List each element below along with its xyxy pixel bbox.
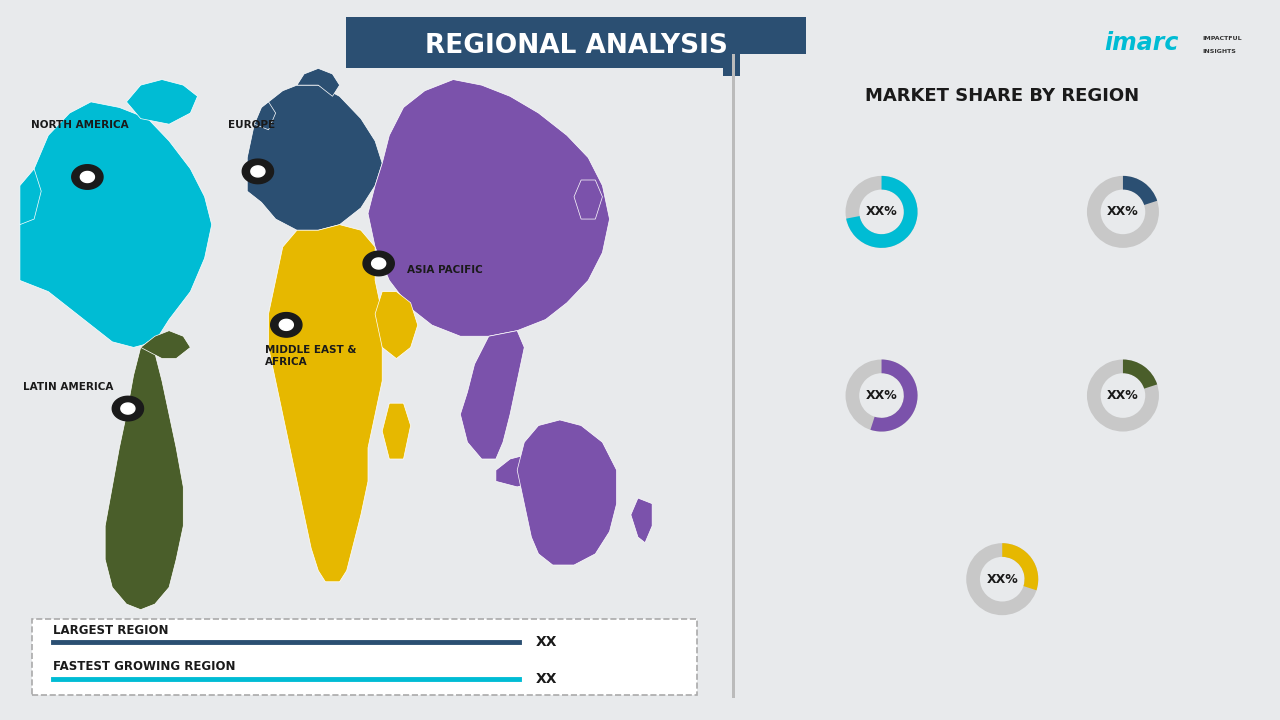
Polygon shape: [276, 330, 296, 335]
Text: REGIONAL ANALYSIS: REGIONAL ANALYSIS: [425, 33, 727, 59]
Wedge shape: [846, 359, 918, 431]
Wedge shape: [846, 176, 918, 248]
Text: EUROPE: EUROPE: [228, 120, 275, 130]
Polygon shape: [279, 320, 293, 330]
Polygon shape: [242, 159, 274, 184]
Polygon shape: [495, 454, 545, 487]
Polygon shape: [581, 459, 617, 481]
Polygon shape: [20, 102, 211, 347]
Wedge shape: [870, 359, 918, 431]
Text: XX%: XX%: [865, 205, 897, 218]
Polygon shape: [573, 180, 603, 219]
Polygon shape: [127, 79, 197, 124]
Wedge shape: [1123, 359, 1157, 389]
Polygon shape: [81, 171, 95, 182]
Text: XX%: XX%: [1107, 205, 1139, 218]
Wedge shape: [1087, 359, 1158, 431]
Polygon shape: [369, 79, 609, 336]
Polygon shape: [141, 330, 191, 359]
Polygon shape: [78, 182, 97, 186]
Wedge shape: [1002, 543, 1038, 590]
Polygon shape: [72, 165, 102, 189]
Polygon shape: [631, 498, 653, 543]
Text: XX%: XX%: [865, 389, 897, 402]
Polygon shape: [297, 68, 339, 96]
Wedge shape: [1123, 176, 1157, 205]
Text: MIDDLE EAST &
AFRICA: MIDDLE EAST & AFRICA: [265, 346, 356, 367]
Text: ASIA PACIFIC: ASIA PACIFIC: [407, 265, 483, 275]
Text: LARGEST REGION: LARGEST REGION: [52, 624, 169, 637]
Polygon shape: [539, 470, 581, 492]
Text: MARKET SHARE BY REGION: MARKET SHARE BY REGION: [865, 87, 1139, 105]
Wedge shape: [966, 543, 1038, 615]
Polygon shape: [247, 85, 383, 230]
Polygon shape: [383, 403, 411, 459]
Text: XX%: XX%: [1107, 389, 1139, 402]
Polygon shape: [255, 102, 275, 130]
Polygon shape: [461, 330, 525, 459]
Polygon shape: [119, 413, 137, 418]
Polygon shape: [270, 312, 302, 337]
Polygon shape: [364, 251, 394, 276]
Text: LATIN AMERICA: LATIN AMERICA: [23, 382, 114, 392]
Polygon shape: [248, 176, 268, 181]
FancyBboxPatch shape: [32, 619, 696, 695]
Polygon shape: [269, 225, 383, 582]
Text: NORTH AMERICA: NORTH AMERICA: [31, 120, 128, 130]
Polygon shape: [375, 292, 417, 359]
Text: imarc: imarc: [1103, 31, 1178, 55]
Polygon shape: [251, 166, 265, 177]
Wedge shape: [846, 176, 918, 248]
Polygon shape: [105, 342, 183, 610]
Polygon shape: [517, 420, 617, 565]
Polygon shape: [113, 396, 143, 420]
Polygon shape: [369, 269, 388, 274]
Text: FASTEST GROWING REGION: FASTEST GROWING REGION: [52, 660, 236, 673]
Text: XX%: XX%: [987, 572, 1018, 585]
Polygon shape: [120, 403, 134, 414]
Polygon shape: [20, 169, 41, 225]
Text: INSIGHTS: INSIGHTS: [1203, 50, 1236, 55]
Wedge shape: [1087, 176, 1158, 248]
Text: XX: XX: [536, 635, 557, 649]
Polygon shape: [371, 258, 385, 269]
Text: IMPACTFUL: IMPACTFUL: [1203, 37, 1242, 42]
Text: XX: XX: [536, 672, 557, 685]
